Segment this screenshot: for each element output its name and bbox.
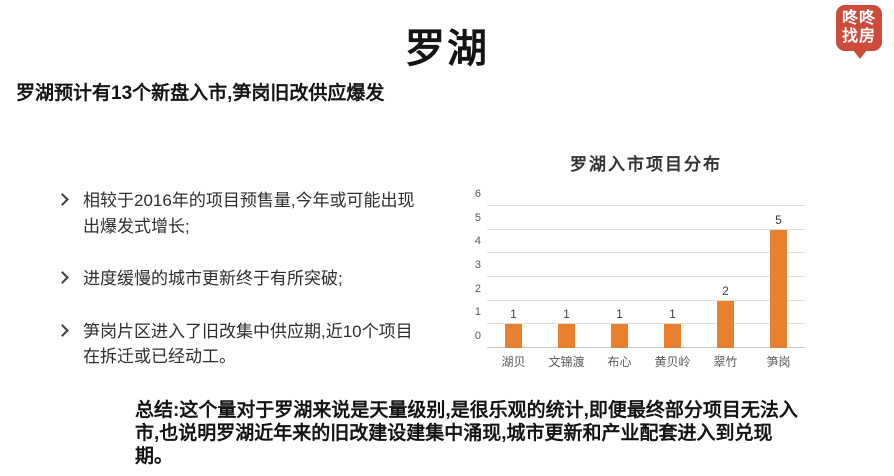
brand-logo: 咚咚 找房 (836, 5, 884, 59)
list-item: 进度缓慢的城市更新终于有所突破; (56, 266, 423, 292)
gridline (487, 299, 805, 301)
category-label: 文锦渡 (548, 355, 585, 369)
bar-column: 1 (487, 206, 540, 348)
bullet-list: 相较于2016年的项目预售量,今年或可能出现出爆发式增长; 进度缓慢的城市更新终… (56, 188, 423, 397)
gridline (487, 205, 805, 206)
gridline (487, 323, 805, 325)
slide-heading: 罗湖预计有13个新盘入市,笋岗旧改供应爆发 (16, 83, 385, 104)
bar-column: 2 (699, 206, 752, 348)
bar-value-label: 5 (775, 212, 782, 227)
category-label: 笋岗 (766, 355, 791, 369)
bar (717, 300, 734, 348)
bar (664, 324, 681, 348)
bar-value-label: 1 (616, 307, 623, 322)
category-label: 湖贝 (501, 355, 526, 369)
bar-value-label: 1 (669, 307, 676, 322)
category-label: 黄贝岭 (654, 355, 691, 369)
logo-text-line1: 咚咚 (841, 9, 876, 27)
bar (770, 229, 787, 348)
bar-value-label: 2 (722, 283, 729, 298)
bar-column: 1 (540, 206, 593, 348)
y-tick-label: 4 (474, 235, 481, 248)
y-tick-label: 6 (474, 188, 481, 200)
bar-column: 1 (593, 206, 646, 348)
chart-category-axis: 湖贝 文锦渡 布心 黄贝岭 翠竹 笋岗 (487, 353, 805, 370)
y-tick-label: 2 (474, 282, 481, 295)
bar-column: 5 (752, 206, 805, 348)
gridline (487, 228, 805, 230)
bar-chart: 罗湖入市项目分布 0 1 2 3 4 5 6 1 1 1 1 2 5 湖贝 文锦渡 布心 黄贝岭 翠竹 笋岗 (455, 138, 875, 370)
bar-value-label: 1 (510, 307, 517, 322)
arrow-bullet-icon (56, 323, 69, 337)
y-tick-label: 1 (474, 306, 481, 319)
bar-value-label: 1 (563, 307, 570, 322)
page-title: 罗湖 (405, 27, 489, 71)
bar (505, 324, 522, 348)
bars-row: 1 1 1 1 2 5 (487, 206, 805, 348)
chart-title: 罗湖入市项目分布 (570, 155, 722, 174)
category-label: 翠竹 (713, 355, 738, 369)
logo-bubble-tail-icon (853, 50, 867, 59)
list-item: 相较于2016年的项目预售量,今年或可能出现出爆发式增长; (56, 188, 423, 239)
bullet-text: 相较于2016年的项目预售量,今年或可能出现出爆发式增长; (83, 191, 415, 236)
arrow-bullet-icon (56, 271, 69, 284)
y-tick-label: 0 (474, 330, 481, 342)
gridline (487, 276, 805, 277)
category-label: 布心 (607, 355, 632, 369)
list-item: 笋岗片区进入了旧改集中供应期,近10个项目在拆迁或已经动工。 (56, 319, 423, 370)
logo-speech-bubble-icon: 咚咚 找房 (836, 5, 882, 51)
chart-plot: 0 1 2 3 4 5 6 1 1 1 1 2 5 (475, 188, 805, 348)
gridline (487, 347, 805, 348)
bar-column: 1 (646, 206, 699, 348)
arrow-bullet-icon (56, 193, 69, 206)
summary-text: 总结:这个量对于罗湖来说是天量级别,是很乐观的统计,即便最终部分项目无法入市,也… (135, 400, 798, 468)
gridline (487, 252, 805, 254)
bullet-text: 进度缓慢的城市更新终于有所突破; (83, 269, 343, 288)
bar (611, 324, 628, 348)
y-tick-label: 5 (474, 211, 481, 224)
bar (558, 324, 575, 348)
bullet-text: 笋岗片区进入了旧改集中供应期,近10个项目在拆迁或已经动工。 (83, 321, 413, 367)
logo-text-line2: 找房 (841, 28, 876, 45)
y-tick-label: 3 (474, 259, 481, 271)
